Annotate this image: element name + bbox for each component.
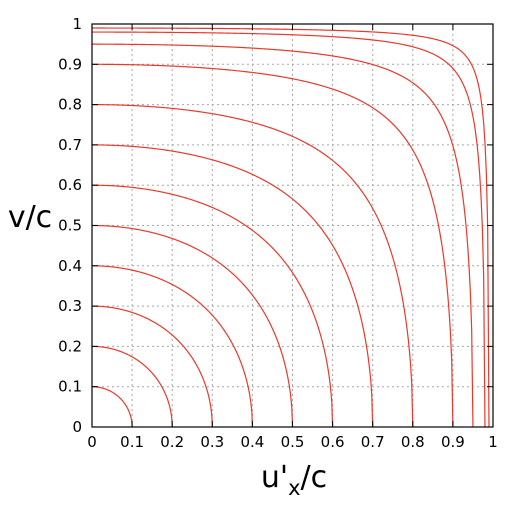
y-tick-label: 0.8 <box>58 96 82 114</box>
y-tick-label: 0.7 <box>58 136 82 154</box>
x-tick-label: 0.9 <box>441 433 465 451</box>
x-tick-label: 0.4 <box>240 433 264 451</box>
series-line <box>92 31 486 428</box>
series-group <box>92 27 490 428</box>
series-line <box>92 63 454 428</box>
x-tick-labels: 0 0.1 0.2 0.3 0.4 0.5 0.6 0.7 0.8 0.9 1 <box>87 433 498 451</box>
y-tick-label: 0.4 <box>58 257 82 275</box>
y-tick-label: 0.9 <box>58 55 82 73</box>
series-line <box>92 386 133 428</box>
grid <box>92 24 493 427</box>
y-tick-labels: 0 0.1 0.2 0.3 0.4 0.5 0.6 0.7 0.8 0.9 1 <box>58 15 82 436</box>
series-line <box>92 224 294 428</box>
y-axis-title: v/c <box>8 200 52 235</box>
series-line <box>92 104 414 428</box>
series-line <box>92 305 213 428</box>
y-tick-label: 0.5 <box>58 217 82 235</box>
x-tick-label: 1 <box>488 433 498 451</box>
y-tick-label: 0.6 <box>58 176 82 194</box>
series-line <box>92 184 334 428</box>
x-tick-label: 0.6 <box>321 433 345 451</box>
x-tick-label: 0.7 <box>361 433 385 451</box>
x-tick-label: 0.1 <box>120 433 144 451</box>
ticks <box>91 23 494 428</box>
x-tick-label: 0.2 <box>160 433 184 451</box>
series-line <box>92 27 490 428</box>
series-line <box>92 43 474 428</box>
series-line <box>92 265 253 428</box>
y-tick-label: 0.1 <box>58 378 82 396</box>
x-tick-label: 0.8 <box>401 433 425 451</box>
series-line <box>92 144 374 428</box>
x-tick-label: 0.3 <box>200 433 224 451</box>
y-tick-label: 0.3 <box>58 297 82 315</box>
x-tick-label: 0 <box>87 433 97 451</box>
series-line <box>92 345 173 428</box>
x-axis-title: u'x/c <box>261 460 327 500</box>
y-tick-label: 1 <box>72 15 82 33</box>
y-tick-label: 0.2 <box>58 337 82 355</box>
x-tick-label: 0.5 <box>281 433 305 451</box>
y-tick-label: 0 <box>72 418 82 436</box>
